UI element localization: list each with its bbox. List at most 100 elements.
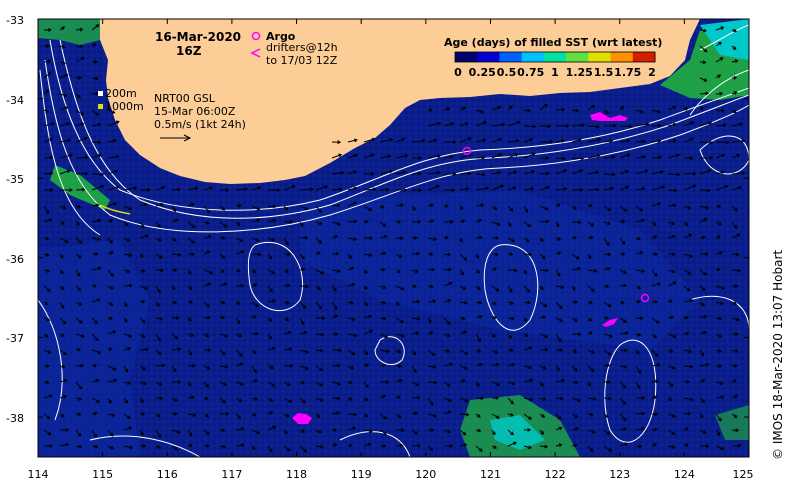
current-arrow [59,169,71,175]
current-arrow [603,333,614,338]
current-arrow [75,93,81,99]
current-arrow [363,349,368,356]
current-arrow [731,45,737,50]
current-arrow [411,251,421,256]
current-arrow [731,394,739,399]
colorbar-title: Age (days) of filled SST (wrt latest) [444,36,662,49]
current-arrow [555,347,564,352]
current-arrow [331,251,340,256]
current-arrow [107,237,113,244]
current-arrow [507,268,518,273]
current-arrow [107,219,114,223]
current-arrow [331,332,339,337]
current-arrow [123,205,133,211]
current-arrow [731,75,738,80]
current-arrow [619,153,631,159]
current-arrow [123,445,134,450]
current-arrow [555,333,562,343]
current-arrow [396,187,408,192]
current-arrow [331,235,339,239]
current-arrow [459,412,470,417]
current-arrow [379,137,394,143]
current-arrow [635,169,649,175]
current-arrow [603,363,611,368]
current-arrow [75,381,83,390]
current-arrow [43,71,52,79]
current-arrow [555,221,560,228]
current-arrow [75,412,82,417]
current-arrow [555,317,564,322]
current-arrow [363,363,370,368]
current-arrow [491,221,501,226]
current-arrow [43,122,56,127]
current-arrow [123,413,131,419]
current-arrow [75,301,83,306]
current-arrow [571,349,578,353]
current-arrow [523,221,532,228]
current-arrow [651,202,662,207]
current-arrow [507,397,514,405]
current-arrow [267,365,275,370]
current-arrow [443,333,451,338]
current-arrow [699,269,708,276]
current-arrow [571,108,580,113]
current-arrow [155,333,161,342]
current-arrow [411,331,420,336]
current-arrow [267,204,277,209]
current-arrow [555,269,561,277]
current-arrow [155,396,164,401]
current-arrow [347,282,356,287]
current-arrow [507,285,513,293]
current-arrow [107,330,117,335]
current-arrow [172,316,180,321]
current-arrow [267,397,274,402]
current-arrow [139,187,151,192]
current-arrow [619,413,627,422]
current-arrow [379,429,387,435]
current-arrow [187,252,196,257]
current-arrow [187,429,193,437]
current-arrow [331,348,342,353]
current-arrow [347,237,358,242]
current-arrow [283,347,293,352]
current-arrow [699,362,710,367]
current-arrow [603,221,612,226]
current-arrow [539,429,544,435]
current-arrow [91,266,102,271]
current-arrow [699,285,706,291]
current-arrow [731,428,740,433]
current-arrow [667,139,677,143]
current-arrow [603,413,609,418]
current-arrow [651,443,658,447]
current-arrow [571,332,582,337]
current-arrow [379,413,388,420]
current-arrow [75,204,82,209]
current-arrow [139,443,147,448]
current-arrow [523,124,537,129]
current-arrow [299,429,306,433]
current-arrow [683,221,689,226]
current-arrow [619,442,629,447]
current-arrow [571,253,580,260]
current-arrow [651,363,661,368]
current-arrow [171,187,181,192]
current-arrow [235,301,241,305]
current-arrow [667,349,674,353]
current-arrow [203,315,211,320]
current-arrow [619,300,625,305]
current-arrow [603,139,614,144]
current-arrow [555,413,562,421]
current-arrow [155,429,161,439]
current-arrow [555,123,570,128]
current-arrow [619,205,628,212]
current-arrow [507,186,517,191]
current-arrow [107,185,120,191]
current-arrow [427,299,437,304]
current-arrow [331,187,343,192]
current-arrow [91,24,100,31]
current-arrow [92,284,98,289]
current-arrow [731,349,739,353]
current-arrow [619,219,626,224]
current-arrow [347,138,358,143]
